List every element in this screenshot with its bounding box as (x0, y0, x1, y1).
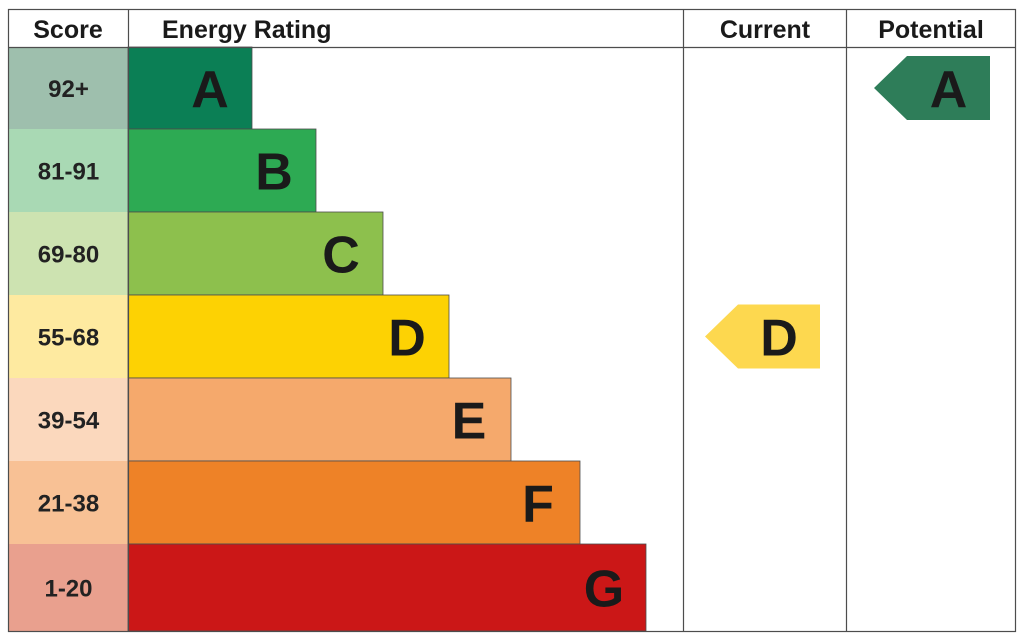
score-range-b: 81-91 (38, 159, 99, 186)
band-bar-e (127, 377, 512, 462)
score-cell-b (9, 129, 128, 212)
header-potential: Potential (878, 16, 984, 44)
score-range-d: 55-68 (38, 325, 99, 352)
score-range-a: 92+ (48, 76, 89, 103)
header-current: Current (720, 16, 811, 44)
score-cell-g (9, 544, 128, 631)
current-rating-arrow (705, 304, 820, 369)
score-cell-a (9, 47, 128, 129)
band-letter-e: E (452, 393, 487, 451)
score-range-e: 39-54 (38, 408, 100, 435)
band-letter-c: C (322, 227, 360, 285)
current-rating-letter: D (760, 310, 798, 368)
potential-rating-arrow (874, 56, 990, 120)
band-bar-f (127, 460, 581, 545)
band-rows: 92+ A 81-91 B 69-80 C 55-68 D 39-54 E 21-38 F 1-20 G (9, 46, 647, 632)
outer-border (7, 8, 1017, 633)
header-energy-rating: Energy Rating (162, 16, 331, 44)
score-range-g: 1-20 (44, 576, 92, 603)
score-range-f: 21-38 (38, 491, 99, 518)
indicator-arrows: DA (705, 56, 990, 369)
header-score: Score (33, 16, 103, 44)
band-letter-a: A (191, 61, 229, 119)
score-range-c: 69-80 (38, 242, 99, 269)
band-bar-g (127, 543, 647, 632)
band-bar-d (127, 294, 450, 379)
score-cell-c (9, 212, 128, 295)
score-cell-d (9, 295, 128, 378)
band-letter-b: B (255, 144, 293, 202)
potential-rating-letter: A (930, 61, 968, 119)
band-letter-d: D (388, 310, 426, 368)
band-letter-f: F (522, 476, 554, 534)
score-cell-e (9, 378, 128, 461)
score-cell-f (9, 461, 128, 544)
band-bar-a (127, 46, 253, 130)
band-letter-g: G (584, 561, 624, 619)
grid-lines (7, 8, 1017, 633)
